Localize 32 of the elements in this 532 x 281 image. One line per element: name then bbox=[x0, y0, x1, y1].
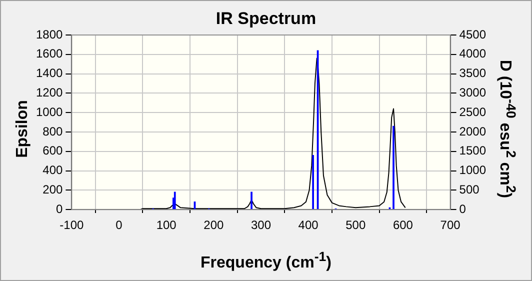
y-tick-label: 1800 bbox=[36, 27, 64, 42]
y-tick-label: 1600 bbox=[36, 46, 64, 61]
x-tick-label: 0 bbox=[116, 218, 123, 232]
y2-tick-label: 3500 bbox=[459, 66, 486, 80]
chart-title: IR Spectrum bbox=[214, 9, 318, 29]
y-tick-label: 200 bbox=[42, 182, 64, 197]
x-tick-label: -100 bbox=[60, 218, 84, 232]
y-tick-label: 1000 bbox=[36, 104, 64, 119]
y-tick-label: 800 bbox=[42, 124, 64, 138]
x-tick-label: 600 bbox=[392, 218, 414, 232]
x-tick-label: 300 bbox=[250, 218, 272, 232]
x-tick-label: 700 bbox=[440, 218, 461, 232]
x-tick-label: 400 bbox=[298, 218, 319, 232]
y-tick-label: 1400 bbox=[36, 66, 64, 80]
y-tick-label: 1200 bbox=[36, 86, 64, 100]
y2-tick-label: 4000 bbox=[459, 46, 486, 61]
x-tick-label: 500 bbox=[346, 218, 366, 232]
y2-tick-label: 4500 bbox=[459, 27, 486, 42]
y2-tick-label: 2000 bbox=[459, 124, 486, 138]
y-tick-label: 600 bbox=[42, 144, 64, 158]
y2-tick-label: 1000 bbox=[459, 163, 486, 178]
y2-tick-label: 2500 bbox=[459, 104, 486, 119]
y2-tick-label: 0 bbox=[459, 202, 466, 216]
y-axis-title: Epsilon bbox=[14, 100, 32, 158]
x-tick-label: 200 bbox=[204, 218, 224, 232]
y-tick-label: 0 bbox=[56, 202, 64, 216]
x-tick-label: 100 bbox=[156, 218, 177, 232]
y2-tick-label: 3000 bbox=[459, 86, 486, 100]
x-axis-title: Frequency (cm$^{-1}$) bbox=[200, 249, 332, 272]
y-tick-label: 400 bbox=[42, 163, 64, 178]
y2-tick-label: 1500 bbox=[459, 144, 486, 158]
y2-tick-label: 500 bbox=[459, 182, 480, 197]
